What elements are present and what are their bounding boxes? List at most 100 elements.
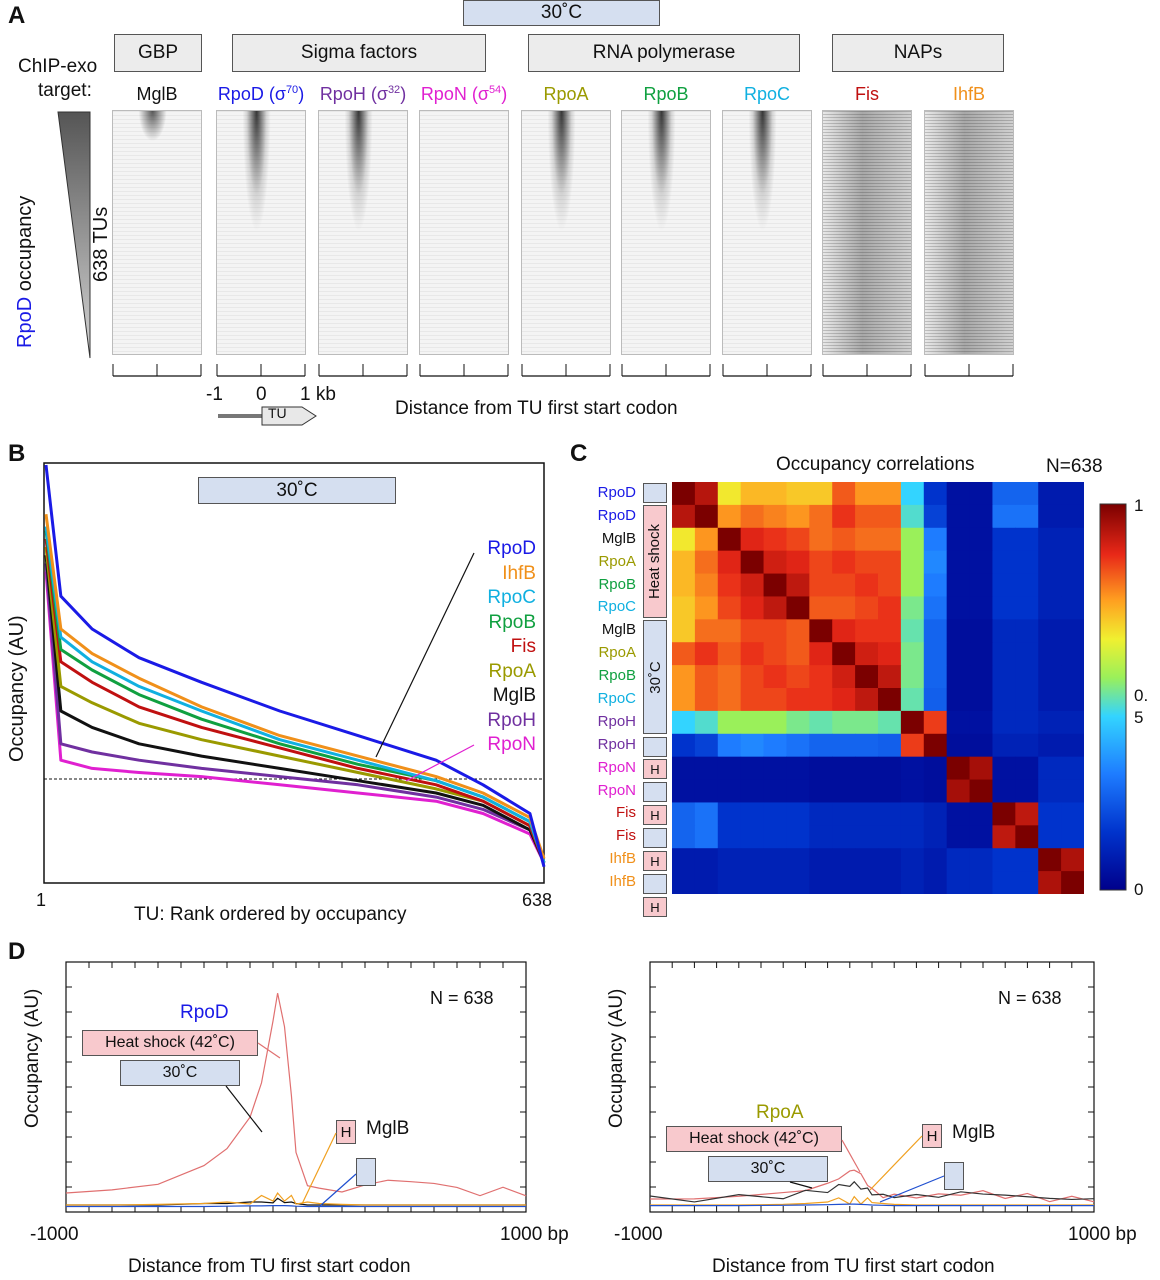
corr-cell-0-8 xyxy=(855,482,879,506)
panel-b-letter: B xyxy=(8,440,26,467)
corr-cell-15-3 xyxy=(740,825,765,849)
corr-cell-2-10 xyxy=(900,527,925,552)
group-rna-polymerase: RNA polymerase xyxy=(528,34,800,72)
corr-cell-4-16 xyxy=(1038,573,1062,597)
corr-cell-9-4 xyxy=(763,688,787,712)
corr-cell-6-8 xyxy=(855,619,879,643)
legend-rpoa: RpoA xyxy=(488,660,536,682)
corr-row-label-16: IhfB xyxy=(609,850,636,868)
corr-cell-6-2 xyxy=(717,619,742,643)
corr-cell-13-13 xyxy=(969,779,993,803)
corr-cell-1-14 xyxy=(992,504,1016,529)
corr-cell-1-8 xyxy=(855,504,879,529)
corr-cell-0-15 xyxy=(1015,482,1039,506)
corr-cell-8-17 xyxy=(1061,665,1084,689)
corr-cell-4-13 xyxy=(969,573,993,597)
target-label-5: RpoB xyxy=(643,84,689,104)
corr-row-label-14: Fis xyxy=(616,804,636,822)
corr-cell-1-1 xyxy=(694,504,719,529)
heatmap-strip-1 xyxy=(216,110,306,355)
corr-cell-9-8 xyxy=(855,688,879,712)
group-naps: NAPs xyxy=(832,34,1004,72)
corr-cell-6-5 xyxy=(786,619,810,643)
corr-cell-11-7 xyxy=(832,733,856,758)
corr-cell-12-14 xyxy=(992,756,1016,781)
tu-arrow-icon xyxy=(218,406,317,426)
corr-cell-11-11 xyxy=(923,733,948,758)
rank-line-rpoc xyxy=(44,526,546,864)
strip-axis-2 xyxy=(318,364,408,377)
left-xmin: -1000 xyxy=(30,1224,79,1245)
corr-cell-2-7 xyxy=(832,527,856,552)
corr-cell-3-3 xyxy=(740,550,765,575)
rank-line-fis xyxy=(44,538,546,864)
corr-cell-10-11 xyxy=(923,710,948,735)
corr-cell-6-0 xyxy=(672,619,696,643)
corr-row-label-6: MglB xyxy=(601,621,636,639)
corr-cell-17-9 xyxy=(878,871,902,894)
corr-cell-17-12 xyxy=(946,871,971,894)
corr-cell-16-2 xyxy=(717,848,742,872)
corr-cell-0-0 xyxy=(672,482,696,506)
corr-cell-13-14 xyxy=(992,779,1016,803)
corr-cell-1-4 xyxy=(763,504,787,529)
corr-cell-4-5 xyxy=(786,573,810,597)
colorbar-mid-a: 0. xyxy=(1134,686,1149,705)
rpon-h-box: H xyxy=(643,805,667,825)
colorbar-top: 1 xyxy=(1134,496,1144,515)
corr-cell-12-6 xyxy=(809,756,833,781)
corr-cell-2-16 xyxy=(1038,527,1062,552)
left-metagene-line-2 xyxy=(66,1191,526,1206)
corr-cell-5-12 xyxy=(946,596,971,620)
legend-ihfb: IhfB xyxy=(502,562,536,584)
corr-cell-15-4 xyxy=(763,825,787,849)
rpod-30-box xyxy=(643,483,667,503)
corr-cell-6-6 xyxy=(809,619,833,643)
corr-cell-7-17 xyxy=(1061,642,1084,666)
heatmap-strip-4 xyxy=(521,110,611,355)
right-mglb-label: MglB xyxy=(952,1122,996,1143)
corr-cell-0-1 xyxy=(694,482,719,506)
corr-cell-1-17 xyxy=(1061,504,1084,529)
corr-cell-5-9 xyxy=(878,596,902,620)
corr-cell-9-17 xyxy=(1061,688,1084,712)
corr-cell-1-10 xyxy=(900,504,925,529)
corr-cell-2-6 xyxy=(809,527,833,552)
corr-cell-14-3 xyxy=(740,802,765,826)
corr-cell-13-12 xyxy=(946,779,971,803)
heat-shock-group-box: Heat shock xyxy=(643,505,667,618)
corr-cell-8-9 xyxy=(878,665,902,689)
corr-cell-4-4 xyxy=(763,573,787,597)
corr-cell-14-2 xyxy=(717,802,742,826)
right-n-label: N = 638 xyxy=(998,988,1062,1008)
legend-rpon: RpoN xyxy=(487,734,536,755)
legend-rpoh: RpoH xyxy=(487,709,536,731)
corr-cell-0-10 xyxy=(900,482,925,506)
corr-cell-5-1 xyxy=(694,596,719,620)
tus-label: 638 TUs xyxy=(90,206,112,282)
corr-cell-5-5 xyxy=(786,596,810,620)
corr-cell-12-13 xyxy=(969,756,993,781)
corr-cell-15-6 xyxy=(809,825,833,849)
corr-cell-12-9 xyxy=(878,756,902,781)
corr-cell-3-14 xyxy=(992,550,1016,575)
corr-cell-10-5 xyxy=(786,710,810,735)
panel-b-x-end: 638 xyxy=(522,890,553,910)
right-xlabel: Distance from TU first start codon xyxy=(712,1256,995,1277)
corr-cell-13-11 xyxy=(923,779,948,803)
target-label-2: target: xyxy=(38,80,92,101)
corr-cell-5-17 xyxy=(1061,596,1084,620)
corr-cell-16-12 xyxy=(946,848,971,872)
corr-cell-7-11 xyxy=(923,642,948,666)
corr-cell-11-16 xyxy=(1038,733,1062,758)
target-label-0: MglB xyxy=(136,84,178,104)
corr-cell-17-11 xyxy=(923,871,948,894)
corr-cell-7-8 xyxy=(855,642,879,666)
heatmap-strip-8 xyxy=(924,110,1014,355)
corr-cell-15-10 xyxy=(900,825,925,849)
panel-d-letter: D xyxy=(8,938,26,965)
ihfb-30-box xyxy=(643,874,667,894)
corr-cell-14-6 xyxy=(809,802,833,826)
rank-line-ihfb xyxy=(44,514,546,860)
corr-cell-4-0 xyxy=(672,573,696,597)
